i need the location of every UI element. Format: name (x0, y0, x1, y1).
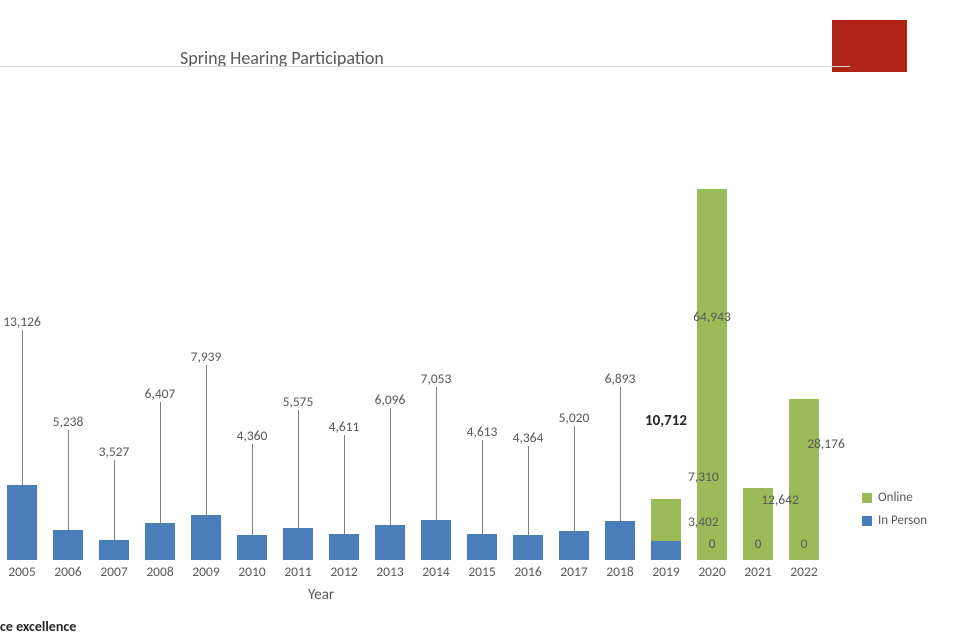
red-corner-block (832, 20, 907, 72)
x-tick: 2011 (284, 563, 311, 580)
x-tick: 2014 (422, 563, 449, 580)
leader-line (68, 430, 69, 530)
data-label: 4,364 (513, 429, 544, 446)
data-label: 4,613 (467, 423, 498, 440)
data-label: 10,712 (645, 412, 687, 430)
bar-inperson (237, 535, 267, 560)
data-label: 12,642 (761, 491, 799, 508)
legend-swatch-online (862, 493, 872, 503)
bar-inperson (7, 485, 37, 560)
x-tick: 2009 (192, 563, 219, 580)
legend: Online In Person (862, 490, 927, 536)
data-label: 6,407 (145, 385, 176, 402)
x-tick: 2008 (146, 563, 173, 580)
top-rule (0, 66, 850, 67)
x-tick: 2018 (606, 563, 633, 580)
leader-line (344, 435, 345, 534)
bar-inperson (283, 528, 313, 560)
leader-line (436, 387, 437, 520)
leader-line (114, 460, 115, 540)
bar-inperson (467, 534, 497, 560)
data-label: 5,238 (53, 413, 84, 430)
x-tick: 2010 (238, 563, 265, 580)
bar-inperson (605, 521, 635, 560)
leader-line (482, 440, 483, 534)
leader-line (528, 446, 529, 535)
data-label: 6,893 (605, 370, 636, 387)
data-label: 7,939 (191, 348, 222, 365)
bar-online (651, 499, 681, 541)
plot-area: 2005 2006 2007 2008 2009 2010 2011 2012 2013 2014… (0, 75, 850, 580)
data-label: 6,096 (375, 391, 406, 408)
legend-item-inperson: In Person (862, 513, 927, 528)
leader-line (206, 365, 207, 515)
data-label: 0 (755, 535, 762, 552)
bar-inperson (329, 534, 359, 560)
bar-inperson (513, 535, 543, 560)
data-label: 7,053 (421, 370, 452, 387)
x-tick: 2019 (652, 563, 679, 580)
data-label: 3,402 (688, 513, 719, 530)
bar-inperson (99, 540, 129, 560)
x-tick: 2007 (100, 563, 127, 580)
x-tick: 2015 (468, 563, 495, 580)
leader-line (160, 402, 161, 523)
x-tick: 2017 (560, 563, 587, 580)
data-label: 3,527 (99, 443, 130, 460)
data-label: 4,611 (329, 418, 360, 435)
bar-online (697, 189, 727, 560)
legend-label-online: Online (878, 490, 913, 505)
leader-line (574, 426, 575, 531)
x-tick: 2016 (514, 563, 541, 580)
footer-text-fragment: ce excellence (0, 618, 76, 635)
x-tick: 2013 (376, 563, 403, 580)
x-tick: 2012 (330, 563, 357, 580)
chart-page: Spring Hearing Participation 20052006200… (0, 0, 960, 635)
bar-inperson (559, 531, 589, 560)
data-label: 4,360 (237, 427, 268, 444)
bar-inperson (651, 541, 681, 560)
leader-line (620, 387, 621, 521)
bar-inperson (191, 515, 221, 560)
data-label: 7,310 (688, 468, 719, 485)
leader-line (22, 330, 23, 485)
x-axis-label: Year (308, 586, 334, 604)
bar-inperson (53, 530, 83, 560)
data-label: 64,943 (693, 308, 731, 325)
legend-item-online: Online (862, 490, 927, 505)
bar-inperson (375, 525, 405, 560)
data-label: 28,176 (807, 435, 845, 452)
data-label: 5,575 (283, 393, 314, 410)
leader-line (298, 410, 299, 528)
legend-label-inperson: In Person (878, 513, 927, 528)
x-tick: 2005 (8, 563, 35, 580)
data-label: 0 (801, 535, 808, 552)
data-label: 5,020 (559, 409, 590, 426)
data-label: 0 (709, 535, 716, 552)
x-tick: 2021 (744, 563, 771, 580)
x-tick: 2006 (54, 563, 81, 580)
bar-inperson (421, 520, 451, 560)
x-tick: 2022 (790, 563, 817, 580)
legend-swatch-inperson (862, 516, 872, 526)
leader-line (390, 408, 391, 525)
bar-inperson (145, 523, 175, 560)
x-tick: 2020 (698, 563, 725, 580)
leader-line (252, 444, 253, 535)
data-label: 13,126 (3, 313, 41, 330)
